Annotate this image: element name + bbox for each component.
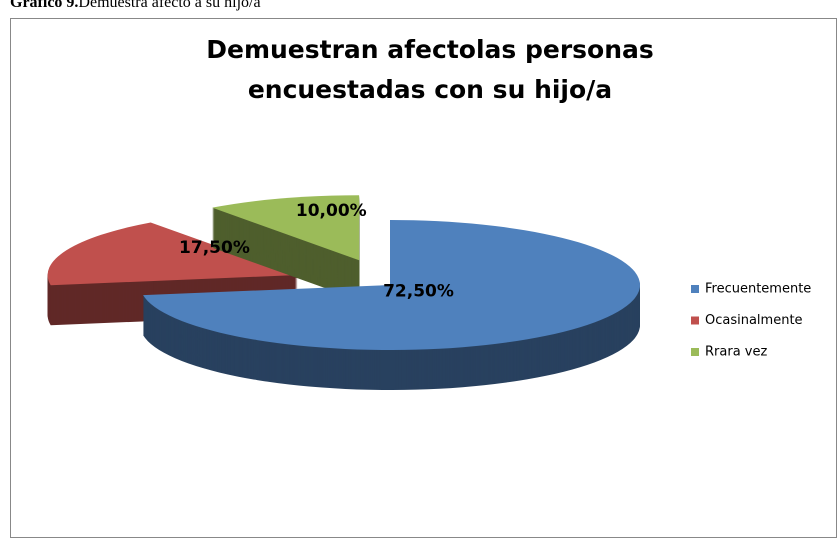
legend-swatch — [691, 348, 699, 356]
slice — [143, 220, 640, 351]
slice — [212, 195, 360, 261]
legend-swatch — [691, 285, 699, 293]
data-label: 10,00% — [296, 201, 367, 221]
legend-swatch — [691, 316, 699, 325]
caption: Gráfico 9.Demuestra afecto a su hijo/a — [10, 0, 261, 12]
page: Gráfico 9.Demuestra afecto a su hijo/a 7… — [10, 0, 837, 538]
chart: 72,50% 17,50% 10,00% Frecuentemente Ocasinal… — [47, 195, 811, 390]
caption-text: Demuestra afecto a su hijo/a — [78, 0, 261, 11]
slice — [47, 222, 298, 286]
legend-label: Rrara vez — [705, 345, 767, 360]
chart-title: Demuestran afectolas personas encuestada… — [206, 35, 654, 104]
data-label: 72,50% — [383, 281, 454, 301]
data-label: 17,50% — [179, 238, 250, 258]
legend-label: Ocasinalmente — [705, 313, 803, 328]
legend-label: Frecuentemente — [705, 282, 811, 297]
caption-label: Gráfico 9. — [10, 0, 79, 11]
